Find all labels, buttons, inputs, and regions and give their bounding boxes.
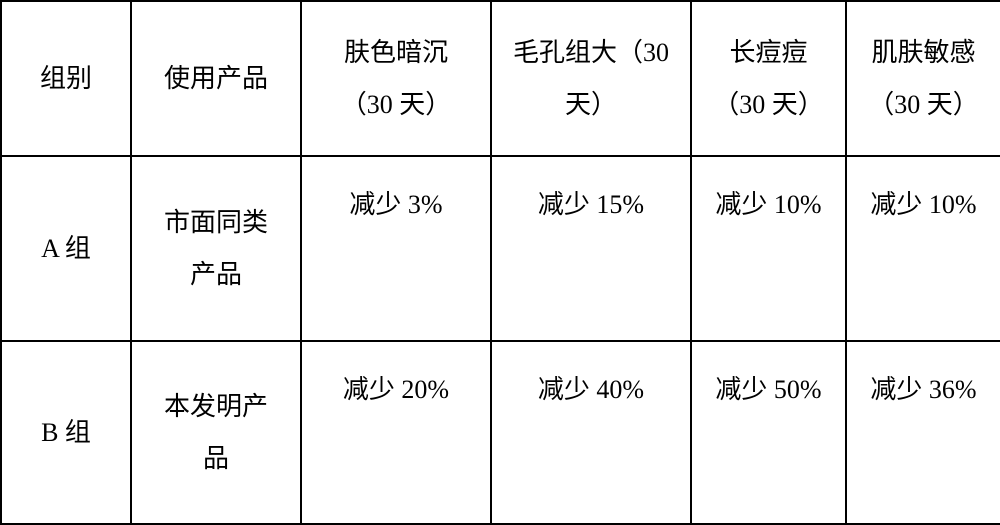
cell-a-sensitive: 减少 10% xyxy=(846,156,1000,341)
col-header-acne: 长痘痘（30 天） xyxy=(691,1,846,156)
cell-b-dullness: 减少 20% xyxy=(301,341,491,524)
col-header-dullness: 肤色暗沉（30 天） xyxy=(301,1,491,156)
cell-b-pores: 减少 40% xyxy=(491,341,691,524)
cell-group-b: B 组 xyxy=(1,341,131,524)
table-row: B 组 本发明产品 减少 20% 减少 40% 减少 50% 减少 36% xyxy=(1,341,1000,524)
cell-a-acne: 减少 10% xyxy=(691,156,846,341)
table-header-row: 组别 使用产品 肤色暗沉（30 天） 毛孔组大（30天） 长痘痘（30 天） 肌… xyxy=(1,1,1000,156)
cell-b-acne: 减少 50% xyxy=(691,341,846,524)
col-header-group: 组别 xyxy=(1,1,131,156)
col-header-pores: 毛孔组大（30天） xyxy=(491,1,691,156)
cell-b-sensitive: 减少 36% xyxy=(846,341,1000,524)
comparison-table: 组别 使用产品 肤色暗沉（30 天） 毛孔组大（30天） 长痘痘（30 天） 肌… xyxy=(0,0,1000,525)
table-row: A 组 市面同类产品 减少 3% 减少 15% 减少 10% 减少 10% xyxy=(1,156,1000,341)
cell-product-b: 本发明产品 xyxy=(131,341,301,524)
table-container: 组别 使用产品 肤色暗沉（30 天） 毛孔组大（30天） 长痘痘（30 天） 肌… xyxy=(0,0,1000,523)
col-header-sensitive: 肌肤敏感（30 天） xyxy=(846,1,1000,156)
cell-a-dullness: 减少 3% xyxy=(301,156,491,341)
cell-a-pores: 减少 15% xyxy=(491,156,691,341)
cell-product-a: 市面同类产品 xyxy=(131,156,301,341)
cell-group-a: A 组 xyxy=(1,156,131,341)
col-header-product: 使用产品 xyxy=(131,1,301,156)
